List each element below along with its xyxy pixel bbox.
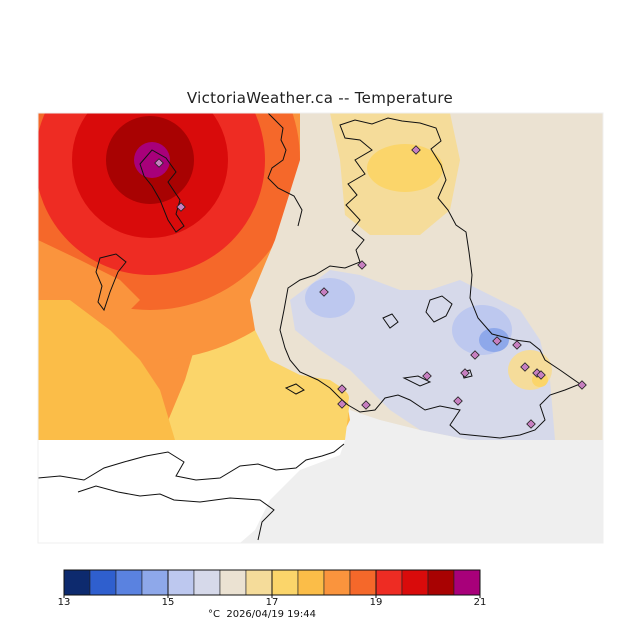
legend-swatch (219, 569, 247, 596)
temperature-field (38, 113, 603, 440)
station-marker[interactable] (577, 380, 587, 390)
station-marker[interactable] (357, 260, 367, 270)
legend-swatch (193, 569, 221, 596)
legend-swatch (141, 569, 169, 596)
legend-swatch (427, 569, 455, 596)
temperature-legend (63, 569, 481, 598)
legend-swatch (375, 569, 403, 596)
station-marker[interactable] (411, 145, 421, 155)
legend-swatch (401, 569, 429, 596)
stations (154, 145, 587, 429)
legend-swatch (349, 569, 377, 596)
station-marker[interactable] (526, 419, 536, 429)
legend-tick-label: 19 (369, 597, 383, 608)
station-marker[interactable] (470, 350, 480, 360)
legend-footer: °C 2026/04/19 19:44 (208, 609, 316, 620)
legend-swatch (271, 569, 299, 596)
legend-swatch (245, 569, 273, 596)
station-marker[interactable] (319, 287, 329, 297)
station-marker[interactable] (512, 340, 522, 350)
legend-swatch (115, 569, 143, 596)
station-marker[interactable] (361, 400, 371, 410)
sea-area (38, 440, 345, 543)
station-marker[interactable] (337, 399, 347, 409)
station-marker[interactable] (536, 370, 546, 380)
legend-swatch (453, 569, 481, 596)
legend-swatch (167, 569, 195, 596)
station-marker[interactable] (154, 158, 164, 168)
map-title: VictoriaWeather.ca -- Temperature (186, 89, 454, 107)
coastlines (37, 112, 582, 541)
station-marker[interactable] (520, 362, 530, 372)
station-marker[interactable] (337, 384, 347, 394)
legend-swatch (323, 569, 351, 596)
legend-tick-label: 21 (473, 597, 487, 608)
legend-swatch (89, 569, 117, 596)
station-marker[interactable] (422, 371, 432, 381)
legend-swatch (63, 569, 91, 596)
legend-tick-label: 15 (161, 597, 175, 608)
station-marker[interactable] (460, 368, 470, 378)
legend-swatch (297, 569, 325, 596)
legend-tick-label: 13 (57, 597, 71, 608)
legend-tick-label: 17 (265, 597, 279, 608)
station-marker[interactable] (453, 396, 463, 406)
station-marker[interactable] (176, 202, 186, 212)
station-marker[interactable] (492, 336, 502, 346)
